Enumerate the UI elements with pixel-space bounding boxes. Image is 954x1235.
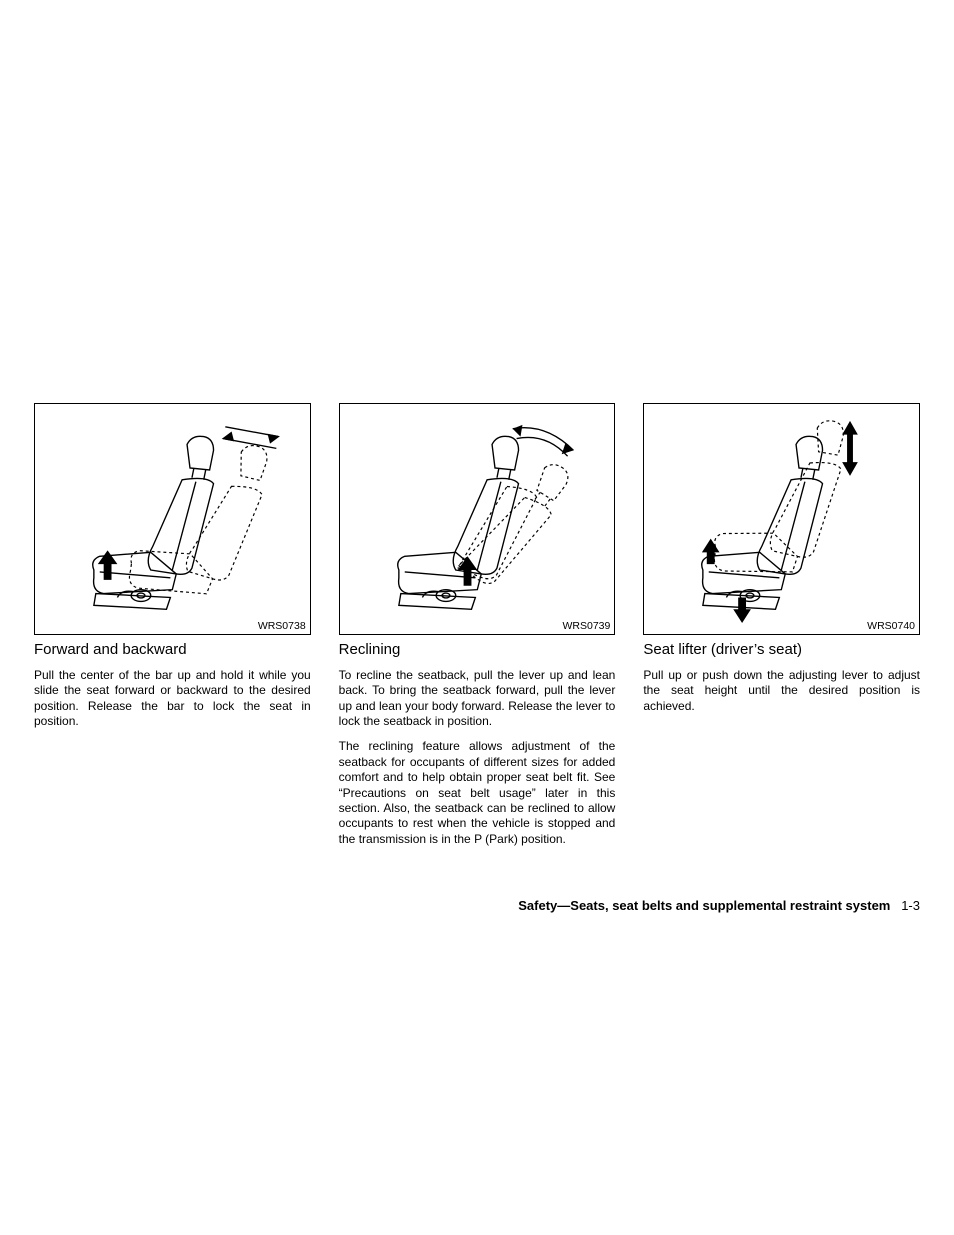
figure-label-2: WRS0739 bbox=[562, 620, 610, 632]
seat-reclining-diagram bbox=[340, 404, 615, 634]
heading-forward-backward: Forward and backward bbox=[34, 641, 311, 658]
column-3: WRS0740 Seat lifter (driver’s seat) Pull… bbox=[643, 403, 920, 857]
para-2-1: To recline the seatback, pull the lever … bbox=[339, 668, 616, 729]
footer-section-title: Safety—Seats, seat belts and supplementa… bbox=[518, 898, 890, 913]
page-content: WRS0738 Forward and backward Pull the ce… bbox=[34, 403, 920, 857]
figure-box-3: WRS0740 bbox=[643, 403, 920, 635]
column-1: WRS0738 Forward and backward Pull the ce… bbox=[34, 403, 311, 857]
seat-forward-backward-diagram bbox=[35, 404, 310, 634]
para-2-2: The reclining feature allows adjustment … bbox=[339, 739, 616, 847]
figure-box-2: WRS0739 bbox=[339, 403, 616, 635]
columns-container: WRS0738 Forward and backward Pull the ce… bbox=[34, 403, 920, 857]
para-1-1: Pull the center of the bar up and hold i… bbox=[34, 668, 311, 729]
para-3-1: Pull up or push down the adjusting lever… bbox=[643, 668, 920, 714]
figure-label-1: WRS0738 bbox=[258, 620, 306, 632]
figure-box-1: WRS0738 bbox=[34, 403, 311, 635]
heading-seat-lifter: Seat lifter (driver’s seat) bbox=[643, 641, 920, 658]
figure-label-3: WRS0740 bbox=[867, 620, 915, 632]
page-footer: Safety—Seats, seat belts and supplementa… bbox=[518, 898, 920, 913]
footer-page-number: 1-3 bbox=[901, 898, 920, 913]
column-2: WRS0739 Reclining To recline the seatbac… bbox=[339, 403, 616, 857]
seat-lifter-diagram bbox=[644, 404, 919, 634]
heading-reclining: Reclining bbox=[339, 641, 616, 658]
